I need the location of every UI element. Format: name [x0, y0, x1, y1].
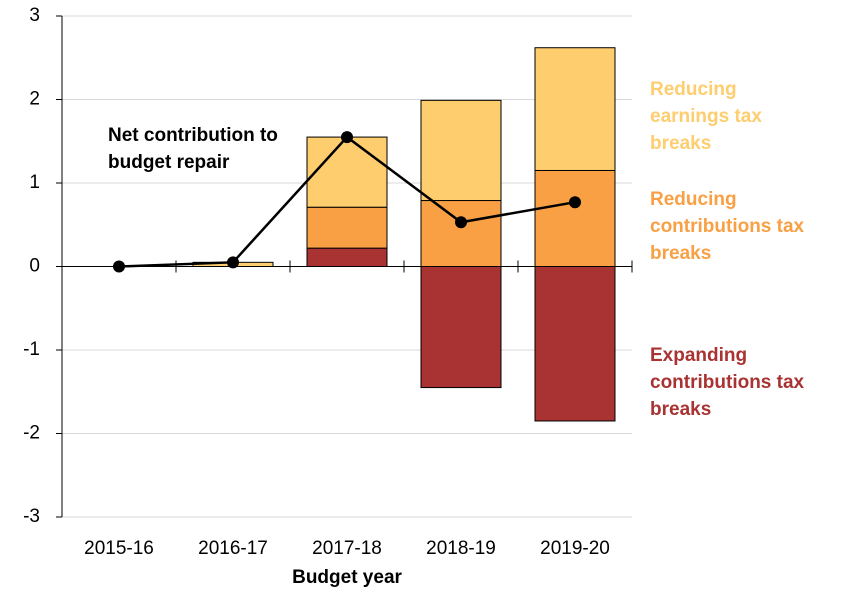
bar-segment [306, 206, 388, 249]
y-tick-label: 3 [29, 5, 40, 26]
x-tick-label: 2017-18 [312, 538, 382, 559]
bar-segment [420, 99, 502, 202]
y-tick-label: -3 [23, 506, 40, 527]
y-tick-label: 1 [29, 172, 40, 193]
x-tick-label: 2018-19 [426, 538, 496, 559]
x-tick-label: 2015-16 [84, 538, 154, 559]
y-tick-label: 2 [29, 89, 40, 110]
line-point [113, 260, 125, 273]
line-point [455, 216, 467, 229]
bar-segment [306, 136, 388, 208]
line-point [569, 196, 581, 209]
x-tick-label: 2019-20 [540, 538, 610, 559]
legend-label: Reducing contributions tax breaks [650, 189, 805, 264]
x-tick-label: 2016-17 [198, 538, 268, 559]
x-axis-label: Budget year [292, 567, 402, 588]
bar-segment [420, 266, 502, 389]
line-point [341, 131, 353, 144]
line-label: Net contribution to budget repair [108, 125, 278, 173]
bar-segment [534, 47, 616, 171]
line-point [227, 256, 239, 269]
legend-label: Reducing earnings tax breaks [650, 79, 762, 154]
bar-segment [534, 169, 616, 268]
y-tick-label: -1 [23, 339, 40, 360]
legend-label: Expanding contributions tax breaks [650, 345, 805, 420]
y-tick-label: -2 [23, 423, 40, 444]
y-tick-label: 0 [29, 256, 40, 277]
bar-segment [534, 266, 616, 422]
bar-segment [306, 247, 388, 268]
bar-segment [420, 200, 502, 267]
